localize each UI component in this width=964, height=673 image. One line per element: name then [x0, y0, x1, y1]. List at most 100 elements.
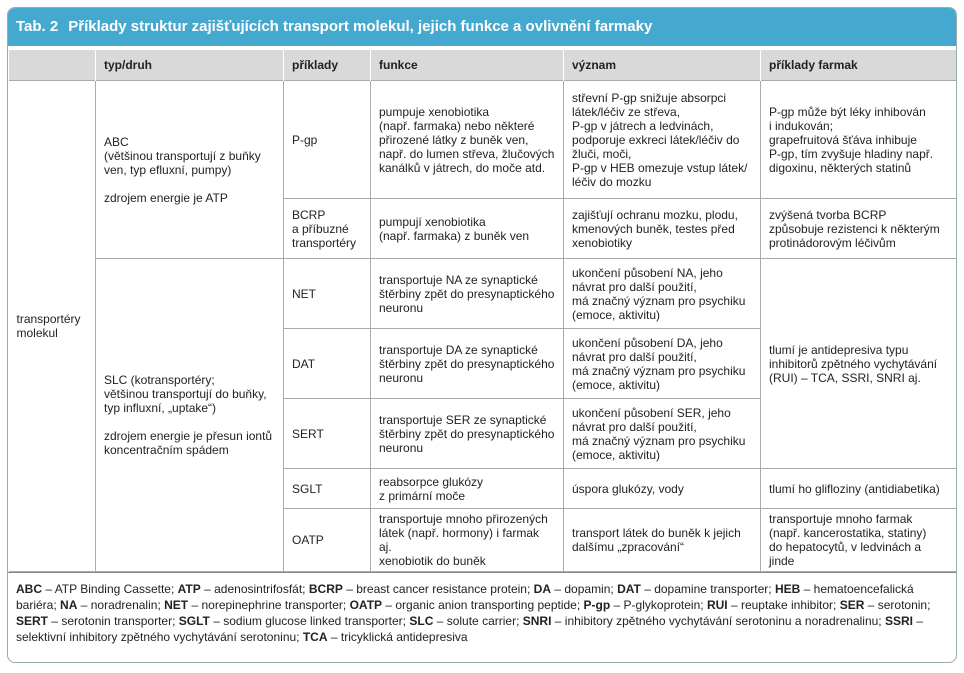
- text-line: dalšímu „zpracování“: [572, 540, 685, 554]
- header-cell: význam: [563, 50, 761, 81]
- text-line: má značný význam pro psychiku: [572, 293, 746, 308]
- footnote-item: NET – norepinephrine transporter;: [164, 598, 346, 612]
- text-line: žluči, moči,: [572, 146, 632, 161]
- footnote-item: ATP – adenosintrifosfát;: [178, 582, 306, 596]
- definition: – inhibitory zpětného vychytávání seroto…: [554, 614, 882, 628]
- text-line: transportéry: [16, 312, 81, 326]
- text-line: (např. kancerostatika, statiny): [769, 526, 927, 540]
- definition: – dopamin;: [554, 582, 614, 596]
- definition: – ATP Binding Cassette;: [45, 582, 175, 596]
- abbreviation: DAT: [617, 582, 641, 596]
- cell: ukončení působení NA, jeho návrat pro dal…: [563, 258, 761, 329]
- header-cell: příklady farmak: [760, 50, 956, 81]
- text-line: P-gp v játrech a ledvinách,: [572, 118, 714, 133]
- abbreviation: P-gp: [583, 598, 611, 612]
- cell: střevní P-gp snižuje absorpci látek/léčiv…: [563, 80, 761, 199]
- text-line: (např. farmaka) nebo některé: [379, 118, 535, 133]
- abbreviation: OATP: [349, 598, 383, 612]
- text-line: neuronu: [379, 300, 424, 315]
- footnote-item: SNRI – inhibitory zpětného vychytávání s…: [523, 614, 882, 628]
- abbreviation: NA: [60, 598, 78, 612]
- definition: – solute carrier;: [436, 614, 520, 628]
- text-block: zdrojem energie je ATP: [104, 191, 275, 205]
- header-cell: funkce: [370, 50, 564, 81]
- footnote-item: SSRI – selektivní inhibitory zpětného vy…: [16, 614, 923, 644]
- cell: SERT: [283, 398, 371, 469]
- text-line: SERT: [292, 426, 324, 441]
- text-line: i indukován;: [769, 118, 834, 133]
- definition: – dopamine transporter;: [644, 582, 772, 596]
- type-cell: ABC (většinou transportují z buňky ven, ty…: [95, 80, 284, 259]
- footnote-item: TCA – tricyklická antidepresiva: [303, 630, 468, 644]
- cell: DAT: [283, 328, 371, 399]
- text-line: střevní P-gp snižuje absorpci: [572, 90, 727, 105]
- text-line: grapefruitová šťáva inhibuje: [769, 132, 917, 147]
- text-block: ABC (většinou transportují z buňky ven, ty…: [104, 135, 275, 177]
- cell: transport látek do buněk k jejich dalšímu…: [563, 508, 761, 572]
- text-line: (emoce, aktivitu): [572, 377, 661, 392]
- title-bar: Tab. 2 Příklady struktur zajišťujících tr…: [8, 8, 956, 46]
- text-line: neuronu: [379, 370, 424, 385]
- table: typ/druh příklady funkce význam příklady…: [8, 50, 956, 572]
- definition: – organic anion transporting peptide;: [385, 598, 581, 612]
- text-line: NET: [292, 286, 316, 301]
- table-frame: Tab. 2 Příklady struktur zajišťujících tr…: [7, 7, 957, 663]
- text-line: reabsorpce glukózy: [379, 474, 484, 489]
- definition: – tricyklická antidepresiva: [330, 630, 468, 644]
- abbreviation: SER: [839, 598, 865, 612]
- cell: tlumí je antidepresiva typu inhibitorů zp…: [760, 258, 956, 469]
- cell: transportuje NA ze synaptické štěrbiny zp…: [370, 258, 564, 329]
- cell: transportuje mnoho farmak (např. kanceros…: [760, 508, 956, 572]
- abbreviation: TCA: [302, 630, 328, 644]
- footnote-item: SLC – solute carrier;: [409, 614, 519, 628]
- text-line: digoxinu, některých statinů: [769, 160, 912, 175]
- text-line: štěrbiny zpět do presynaptického: [379, 286, 555, 301]
- text-line: SLC (kotransportéry;: [104, 373, 215, 387]
- cell: ukončení působení SER, jeho návrat pro da…: [563, 398, 761, 469]
- footnote: ABC – ATP Binding Cassette; ATP – adenos…: [8, 572, 956, 653]
- text-line: P-gp v HEB omezuje vstup látek/: [572, 160, 748, 175]
- text-line: inhibitorů zpětného vychytávání: [769, 356, 938, 371]
- header-cell: příklady: [283, 50, 371, 81]
- footnote-item: ABC – ATP Binding Cassette;: [16, 582, 174, 596]
- text-line: xenobiotiky: [572, 235, 633, 250]
- text-line: zvýšená tvorba BCRP: [769, 207, 887, 222]
- text-line: xenobiotik do buněk: [379, 554, 486, 568]
- abbreviation: HEB: [774, 582, 801, 596]
- text-line: typ influxní, „uptake“): [104, 401, 217, 415]
- cell: zajišťují ochranu mozku, plodu, kmenových…: [563, 198, 761, 259]
- text-line: neuronu: [379, 440, 424, 455]
- footnote-item: RUI – reuptake inhibitor;: [707, 598, 836, 612]
- text-line: léčiv do mozku: [572, 174, 652, 189]
- definition: – noradrenalin;: [80, 598, 161, 612]
- text-line: ven, typ efluxní, pumpy): [104, 162, 232, 177]
- text-line: DAT: [292, 356, 316, 371]
- text-line: zdrojem energie je přesun iontů: [104, 429, 273, 443]
- text-line: kmenových buněk, testes před: [572, 221, 735, 236]
- text-line: transportuje mnoho přirozených: [379, 512, 548, 526]
- cell: úspora glukózy, vody: [563, 468, 761, 509]
- definition: – hematoencefalická bariéra;: [16, 582, 914, 612]
- cell: transportuje SER ze synaptické štěrbiny z…: [370, 398, 564, 469]
- text-line: látek/léčiv ze střeva,: [572, 104, 681, 119]
- text-line: transportéry: [292, 235, 357, 250]
- text-line: (emoce, aktivitu): [572, 447, 661, 462]
- abbreviation: BCRP: [308, 582, 343, 596]
- cell: P-gp může být léky inhibován i indukován;…: [760, 80, 956, 199]
- cell: pumpuje xenobiotika (např. farmaka) nebo …: [370, 80, 564, 199]
- cell: ukončení působení DA, jeho návrat pro dal…: [563, 328, 761, 399]
- text-line: ukončení působení NA, jeho: [572, 265, 723, 280]
- header-cell: typ/druh: [95, 50, 284, 81]
- abbreviation: RUI: [706, 598, 728, 612]
- cell: SGLT: [283, 468, 371, 509]
- footnote-item: P-gp – P-glykoprotein;: [584, 598, 704, 612]
- text-block: SLC (kotransportéry; většinou transportuj…: [104, 373, 275, 415]
- text-line: např. do lumen střeva, žlučových: [379, 146, 555, 161]
- text-line: úspora glukózy, vody: [572, 481, 684, 496]
- footnote-item: BCRP – breast cancer resistance protein;: [309, 582, 530, 596]
- text-line: návrat pro další použití,: [572, 349, 697, 364]
- footnote-item: OATP – organic anion transporting peptid…: [350, 598, 581, 612]
- abbreviation: DA: [533, 582, 552, 596]
- text-line: (RUI) – TCA, SSRI, SNRI aj.: [769, 370, 921, 385]
- abbreviation: SERT: [16, 614, 49, 628]
